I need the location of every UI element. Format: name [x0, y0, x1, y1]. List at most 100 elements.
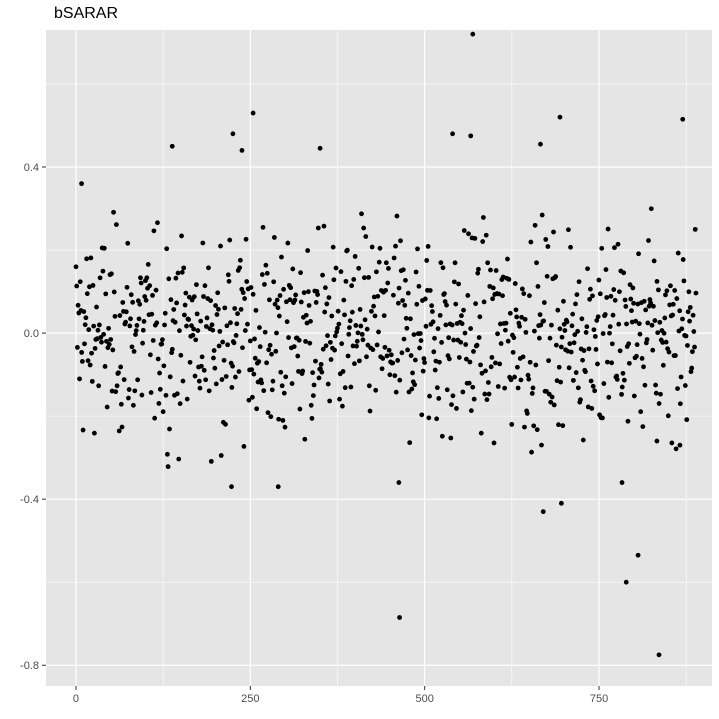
- data-point: [281, 286, 286, 292]
- data-point: [369, 308, 374, 314]
- data-point: [587, 296, 593, 302]
- data-point: [75, 345, 80, 350]
- data-point: [145, 261, 151, 267]
- data-point: [293, 292, 299, 298]
- data-point: [191, 326, 197, 332]
- data-point: [685, 343, 690, 348]
- data-point: [477, 314, 483, 320]
- data-point: [228, 320, 233, 326]
- data-point: [248, 285, 254, 290]
- data-point: [358, 323, 364, 329]
- data-point: [653, 382, 658, 388]
- data-point: [374, 342, 380, 348]
- data-point: [350, 343, 356, 349]
- data-point: [653, 390, 659, 396]
- data-point: [142, 294, 148, 299]
- data-point: [154, 320, 160, 326]
- data-point: [79, 358, 85, 364]
- data-point: [437, 312, 443, 318]
- data-point: [253, 307, 259, 313]
- data-point: [290, 266, 296, 272]
- data-point: [575, 385, 581, 391]
- data-point: [658, 391, 663, 397]
- data-point: [82, 322, 88, 328]
- data-point: [639, 356, 645, 361]
- data-point: [419, 412, 425, 418]
- data-point: [356, 265, 362, 271]
- data-point: [596, 277, 602, 283]
- data-point: [109, 388, 115, 394]
- data-point: [628, 296, 634, 302]
- data-point: [381, 313, 387, 319]
- data-point: [579, 316, 585, 322]
- data-point: [488, 364, 494, 370]
- data-point-outlier: [656, 652, 662, 658]
- data-point: [96, 383, 102, 389]
- data-point: [103, 291, 109, 297]
- data-point: [408, 316, 413, 322]
- data-point: [515, 364, 520, 370]
- data-point: [395, 300, 401, 306]
- data-point: [594, 317, 600, 323]
- data-point-outlier: [79, 181, 84, 187]
- data-point: [359, 211, 364, 217]
- data-point: [167, 426, 172, 432]
- data-point: [686, 289, 692, 295]
- data-point: [451, 337, 457, 343]
- data-point: [544, 273, 550, 279]
- data-point: [568, 244, 573, 250]
- x-tick-label: 0: [73, 693, 79, 705]
- data-point: [392, 373, 398, 379]
- data-point: [259, 380, 265, 386]
- data-point: [187, 359, 193, 365]
- data-point: [629, 308, 634, 314]
- data-point-outlier: [250, 110, 256, 116]
- data-point: [84, 291, 90, 297]
- data-point: [485, 380, 491, 385]
- data-point: [584, 324, 590, 330]
- data-point: [690, 312, 696, 318]
- data-point: [459, 321, 465, 327]
- data-point: [100, 268, 106, 274]
- data-point: [512, 281, 518, 286]
- data-point: [320, 346, 326, 352]
- data-point: [267, 342, 273, 348]
- data-point: [169, 346, 175, 352]
- data-point: [440, 265, 446, 271]
- data-point: [165, 464, 171, 470]
- data-point: [663, 292, 668, 298]
- data-point: [546, 358, 551, 364]
- data-point-outlier: [619, 480, 625, 485]
- data-point: [339, 403, 345, 409]
- data-point: [267, 297, 272, 303]
- data-point: [320, 272, 325, 278]
- data-point: [164, 451, 170, 457]
- data-point: [474, 342, 480, 348]
- data-point: [520, 354, 526, 360]
- data-point: [521, 291, 527, 296]
- data-point: [292, 297, 298, 303]
- data-point: [112, 313, 118, 319]
- data-point: [276, 313, 282, 319]
- data-point: [75, 302, 81, 308]
- data-point: [124, 284, 130, 290]
- data-point: [450, 393, 456, 399]
- data-point: [364, 326, 370, 332]
- data-point: [318, 361, 324, 367]
- data-point: [648, 300, 654, 306]
- data-point: [313, 300, 319, 305]
- data-point: [160, 409, 166, 415]
- data-point: [371, 303, 376, 309]
- data-point: [410, 370, 415, 376]
- data-point: [531, 423, 537, 429]
- data-point: [384, 353, 390, 359]
- data-point: [423, 323, 429, 329]
- data-point: [361, 275, 367, 281]
- data-point: [296, 368, 301, 374]
- data-point: [83, 315, 89, 321]
- data-point: [220, 339, 226, 345]
- data-point: [374, 269, 379, 275]
- data-point: [660, 362, 666, 368]
- data-point: [285, 240, 291, 246]
